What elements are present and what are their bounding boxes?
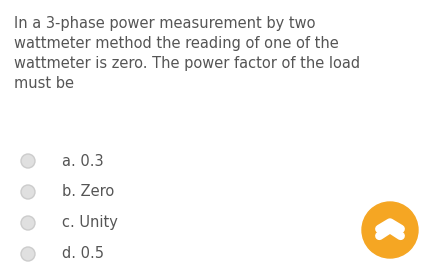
Circle shape — [21, 247, 35, 261]
Text: c. Unity: c. Unity — [62, 215, 118, 230]
Text: wattmeter is zero. The power factor of the load: wattmeter is zero. The power factor of t… — [14, 56, 360, 71]
Text: b. Zero: b. Zero — [62, 184, 114, 199]
Circle shape — [21, 185, 35, 199]
Text: must be: must be — [14, 76, 74, 91]
Circle shape — [21, 154, 35, 168]
Text: d. 0.5: d. 0.5 — [62, 247, 104, 261]
Text: a. 0.3: a. 0.3 — [62, 153, 104, 169]
Circle shape — [362, 202, 418, 258]
Text: wattmeter method the reading of one of the: wattmeter method the reading of one of t… — [14, 36, 339, 51]
Circle shape — [21, 216, 35, 230]
Text: In a 3-phase power measurement by two: In a 3-phase power measurement by two — [14, 16, 316, 31]
